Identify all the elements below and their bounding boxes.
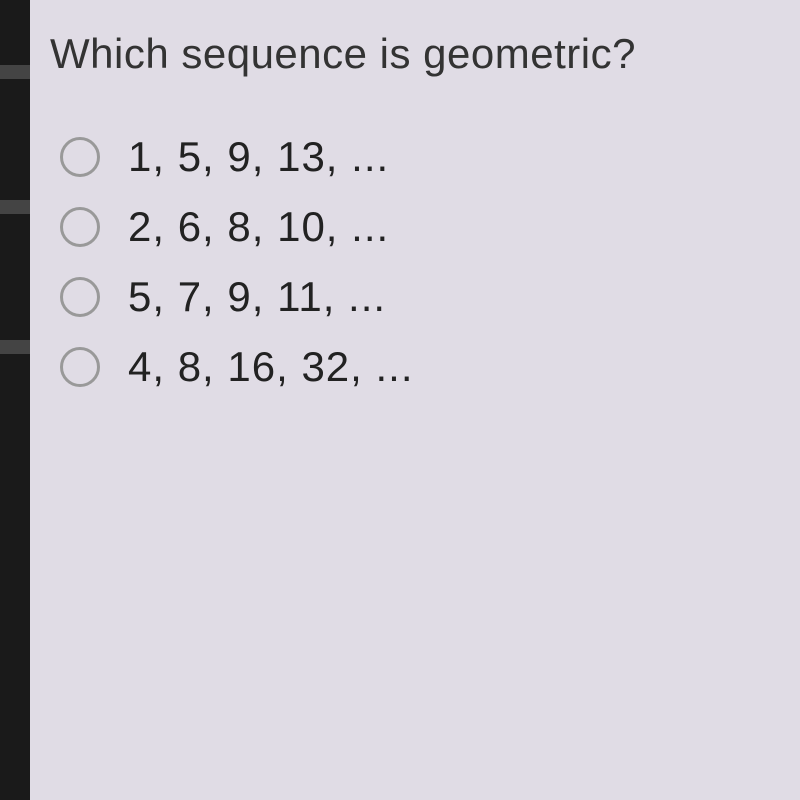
- sidebar-marker: [0, 340, 30, 354]
- left-sidebar: [0, 0, 30, 800]
- option-3[interactable]: 5, 7, 9, 11, ...: [60, 273, 780, 321]
- radio-icon[interactable]: [60, 137, 100, 177]
- option-4[interactable]: 4, 8, 16, 32, ...: [60, 343, 780, 391]
- radio-icon[interactable]: [60, 277, 100, 317]
- sidebar-marker: [0, 200, 30, 214]
- option-1-text: 1, 5, 9, 13, ...: [128, 133, 389, 181]
- option-2-text: 2, 6, 8, 10, ...: [128, 203, 389, 251]
- question-content: Which sequence is geometric? 1, 5, 9, 13…: [50, 30, 780, 391]
- options-list: 1, 5, 9, 13, ... 2, 6, 8, 10, ... 5, 7, …: [50, 133, 780, 391]
- sidebar-marker: [0, 65, 30, 79]
- radio-icon[interactable]: [60, 347, 100, 387]
- option-2[interactable]: 2, 6, 8, 10, ...: [60, 203, 780, 251]
- option-1[interactable]: 1, 5, 9, 13, ...: [60, 133, 780, 181]
- radio-icon[interactable]: [60, 207, 100, 247]
- option-4-text: 4, 8, 16, 32, ...: [128, 343, 414, 391]
- question-text: Which sequence is geometric?: [50, 30, 780, 78]
- option-3-text: 5, 7, 9, 11, ...: [128, 273, 386, 321]
